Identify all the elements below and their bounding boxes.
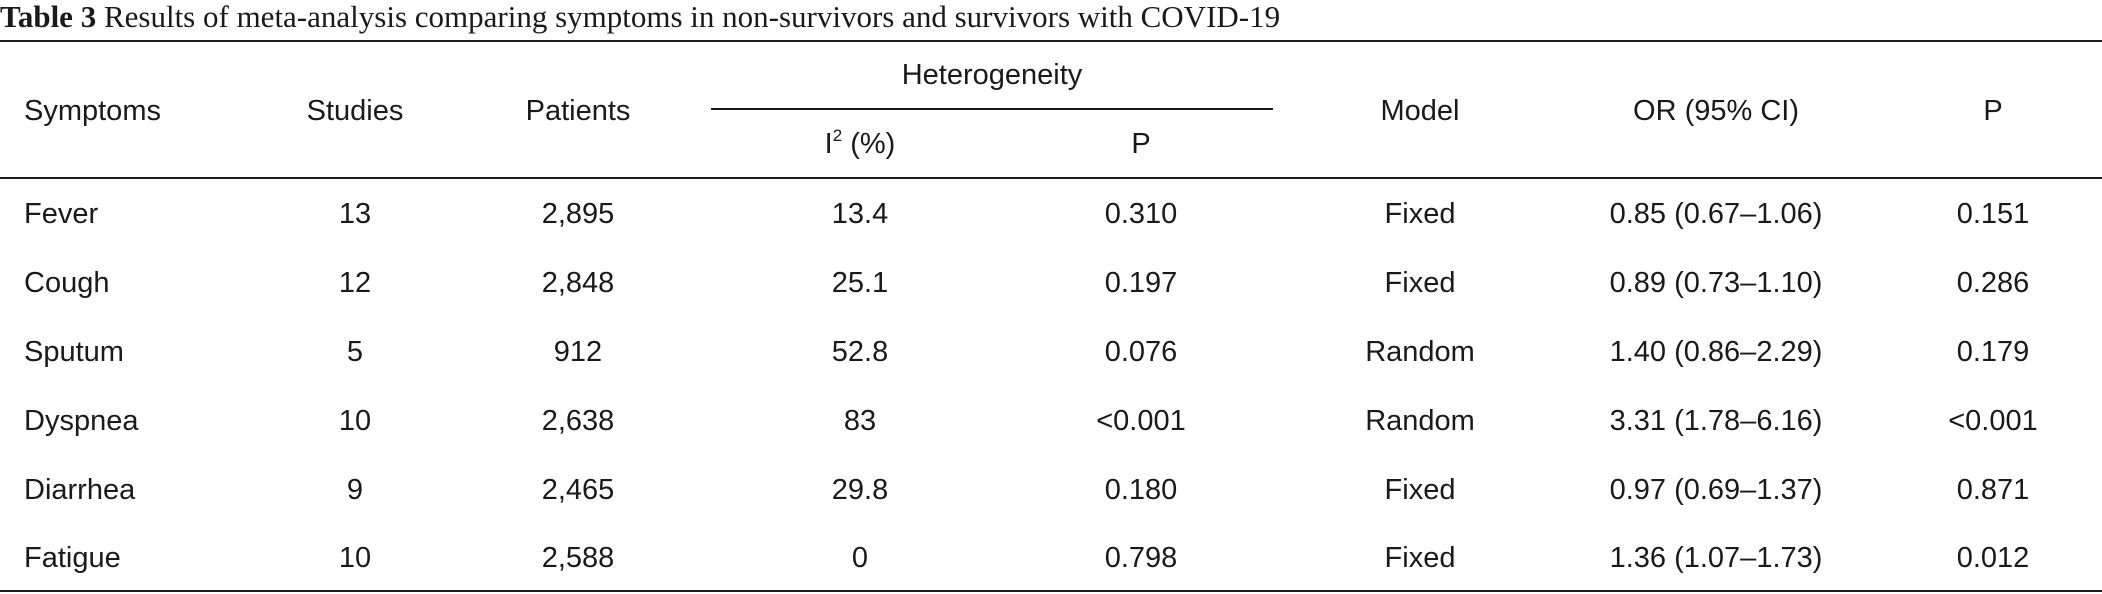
header-p: P <box>1983 95 2003 127</box>
table-caption: Table 3 Results of meta-analysis compari… <box>0 0 1280 40</box>
cell-studies: 10 <box>338 405 372 437</box>
cell-model: Fixed <box>1384 542 1456 574</box>
cell-model: Fixed <box>1384 474 1456 506</box>
cell-heterogeneity-p: <0.001 <box>1096 405 1186 437</box>
cell-i2: 83 <box>843 405 877 437</box>
cell-i2: 52.8 <box>831 336 889 368</box>
cell-studies: 10 <box>338 542 372 574</box>
cell-studies: 9 <box>346 474 364 506</box>
header-patients: Patients <box>525 95 631 127</box>
cell-or: 3.31 (1.78–6.16) <box>1609 405 1823 437</box>
cell-symptom: Fatigue <box>24 542 121 574</box>
cell-patients: 2,465 <box>541 474 615 506</box>
cell-or: 0.89 (0.73–1.10) <box>1609 267 1823 299</box>
header-studies: Studies <box>306 95 404 127</box>
cell-symptom: Sputum <box>24 336 124 368</box>
cell-or: 0.97 (0.69–1.37) <box>1609 474 1823 506</box>
cell-p: <0.001 <box>1948 405 2038 437</box>
cell-patients: 912 <box>553 336 603 368</box>
cell-p: 0.012 <box>1956 542 2030 574</box>
table-top-rule <box>0 40 2102 42</box>
cell-i2: 29.8 <box>831 474 889 506</box>
cell-model: Fixed <box>1384 198 1456 230</box>
cell-i2: 0 <box>851 542 869 574</box>
header-i2: I2 (%) <box>825 127 896 161</box>
header-heterogeneity-p: P <box>1131 128 1151 160</box>
cell-symptom: Fever <box>24 198 99 230</box>
header-i2-base: I <box>824 128 833 160</box>
cell-patients: 2,588 <box>541 542 615 574</box>
cell-model: Random <box>1365 336 1475 368</box>
cell-heterogeneity-p: 0.180 <box>1104 474 1178 506</box>
cell-i2: 13.4 <box>831 198 889 230</box>
cell-heterogeneity-p: 0.310 <box>1104 198 1178 230</box>
cell-heterogeneity-p: 0.076 <box>1104 336 1178 368</box>
cell-heterogeneity-p: 0.798 <box>1104 542 1178 574</box>
cell-symptom: Dyspnea <box>24 405 139 437</box>
cell-p: 0.151 <box>1956 198 2030 230</box>
cell-model: Fixed <box>1384 267 1456 299</box>
table-bottom-rule <box>0 590 2102 592</box>
table-header-rule <box>0 177 2102 179</box>
header-or: OR (95% CI) <box>1633 95 1799 127</box>
cell-i2: 25.1 <box>831 267 889 299</box>
cell-p: 0.871 <box>1956 474 2030 506</box>
cell-patients: 2,895 <box>541 198 615 230</box>
header-i2-superscript: 2 <box>832 126 843 145</box>
cell-p: 0.179 <box>1956 336 2030 368</box>
header-symptoms: Symptoms <box>24 95 161 127</box>
header-heterogeneity: Heterogeneity <box>901 59 1083 91</box>
table-caption-text: Results of meta-analysis comparing sympt… <box>103 0 1281 34</box>
cell-studies: 12 <box>338 267 372 299</box>
cell-or: 1.40 (0.86–2.29) <box>1609 336 1823 368</box>
cell-model: Random <box>1365 405 1475 437</box>
cell-symptom: Diarrhea <box>24 474 136 506</box>
cell-studies: 13 <box>338 198 372 230</box>
cell-studies: 5 <box>346 336 364 368</box>
cell-or: 1.36 (1.07–1.73) <box>1609 542 1823 574</box>
heterogeneity-group-rule <box>711 108 1273 110</box>
header-i2-unit: (%) <box>842 128 896 160</box>
cell-symptom: Cough <box>24 267 110 299</box>
cell-or: 0.85 (0.67–1.06) <box>1609 198 1823 230</box>
cell-patients: 2,848 <box>541 267 615 299</box>
cell-heterogeneity-p: 0.197 <box>1104 267 1178 299</box>
header-model: Model <box>1380 95 1460 127</box>
cell-patients: 2,638 <box>541 405 615 437</box>
table-caption-label: Table 3 <box>0 0 97 34</box>
cell-p: 0.286 <box>1956 267 2030 299</box>
